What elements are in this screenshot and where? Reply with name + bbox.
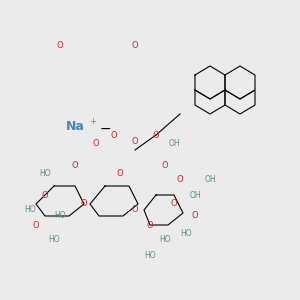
Text: O: O: [57, 40, 63, 50]
Text: O: O: [132, 40, 138, 50]
Text: HO: HO: [180, 230, 192, 238]
Text: O: O: [93, 140, 99, 148]
Text: O: O: [147, 220, 153, 230]
Text: OH: OH: [168, 140, 180, 148]
Text: O: O: [162, 160, 168, 169]
Text: OH: OH: [189, 190, 201, 200]
Text: O: O: [81, 200, 87, 208]
Text: Na: Na: [66, 119, 84, 133]
Text: HO: HO: [39, 169, 51, 178]
Text: O: O: [33, 220, 39, 230]
Text: O: O: [72, 160, 78, 169]
Text: O: O: [132, 206, 138, 214]
Text: +: +: [90, 117, 96, 126]
Text: O: O: [177, 176, 183, 184]
Text: O: O: [192, 212, 198, 220]
Text: O: O: [171, 200, 177, 208]
Text: −: −: [99, 122, 111, 136]
Text: O: O: [153, 130, 159, 140]
Text: HO: HO: [48, 236, 60, 244]
Text: HO: HO: [24, 206, 36, 214]
Text: HO: HO: [144, 250, 156, 260]
Text: HO: HO: [159, 236, 171, 244]
Text: O: O: [117, 169, 123, 178]
Text: O: O: [132, 136, 138, 146]
Text: O: O: [42, 190, 48, 200]
Text: OH: OH: [204, 176, 216, 184]
Text: O: O: [111, 130, 117, 140]
Text: HO: HO: [54, 212, 66, 220]
